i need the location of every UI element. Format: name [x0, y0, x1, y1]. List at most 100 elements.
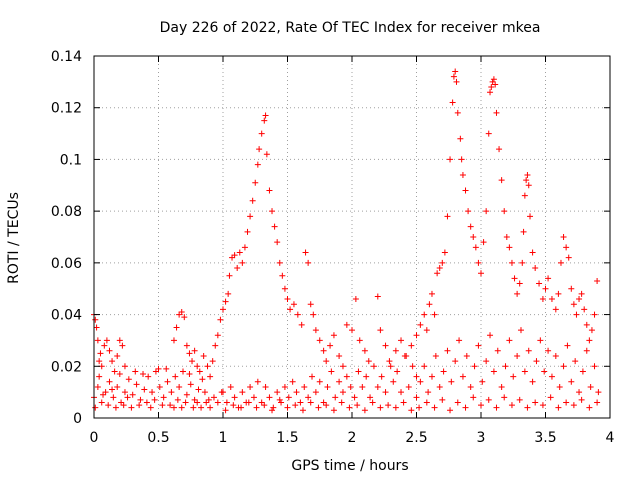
- data-point: [564, 342, 571, 349]
- data-point: [289, 378, 296, 385]
- x-axis-label: GPS time / hours: [291, 458, 408, 474]
- data-point: [431, 311, 438, 318]
- data-point: [588, 327, 595, 334]
- data-point: [542, 285, 549, 292]
- data-point: [276, 396, 283, 403]
- data-point: [587, 383, 594, 390]
- data-point: [581, 306, 588, 313]
- data-point: [191, 396, 198, 403]
- data-point: [143, 399, 150, 406]
- data-point: [572, 358, 579, 365]
- x-tick-label: 4: [606, 430, 615, 446]
- data-point: [234, 265, 241, 272]
- data-point: [548, 373, 555, 380]
- data-point: [521, 192, 528, 199]
- data-point: [447, 156, 454, 163]
- data-point: [210, 394, 217, 401]
- data-point: [426, 301, 433, 308]
- grid-lines: [94, 56, 610, 418]
- data-point: [467, 383, 474, 390]
- data-point: [405, 383, 412, 390]
- data-point: [475, 259, 482, 266]
- data-point: [576, 296, 583, 303]
- data-point: [568, 285, 575, 292]
- data-point: [444, 347, 451, 354]
- data-point: [109, 386, 116, 393]
- data-point: [511, 275, 518, 282]
- data-point: [408, 342, 415, 349]
- data-point: [315, 404, 322, 411]
- data-point: [305, 259, 312, 266]
- data-point: [203, 399, 210, 406]
- y-tick-label: 0.06: [51, 256, 82, 272]
- data-point: [392, 347, 399, 354]
- x-tick-label: 2: [348, 430, 357, 446]
- data-point: [309, 373, 316, 380]
- data-point: [462, 404, 469, 411]
- data-point: [194, 399, 201, 406]
- data-point: [498, 177, 505, 184]
- data-point: [281, 285, 288, 292]
- data-point: [548, 296, 555, 303]
- data-point: [276, 259, 283, 266]
- data-point: [453, 78, 460, 85]
- data-point: [454, 399, 461, 406]
- data-point: [467, 223, 474, 230]
- data-point: [170, 404, 177, 411]
- data-point: [493, 404, 500, 411]
- data-point: [241, 244, 248, 251]
- data-point: [220, 389, 226, 396]
- data-point: [227, 383, 234, 390]
- data-point: [293, 389, 300, 396]
- data-point: [439, 259, 446, 266]
- data-point: [270, 404, 277, 411]
- y-tick-label: 0.14: [51, 49, 82, 65]
- data-point: [578, 396, 585, 403]
- data-point: [423, 327, 430, 334]
- data-point: [458, 156, 465, 163]
- data-point: [119, 342, 126, 349]
- data-point: [479, 378, 486, 385]
- data-point: [336, 378, 343, 385]
- data-point: [408, 407, 415, 414]
- data-point: [305, 394, 312, 401]
- data-point: [432, 352, 439, 359]
- data-point: [508, 259, 515, 266]
- data-point: [450, 73, 457, 80]
- data-point: [214, 332, 221, 339]
- data-point: [164, 378, 171, 385]
- data-point: [261, 117, 268, 124]
- data-point: [155, 365, 162, 372]
- data-point: [271, 223, 278, 230]
- data-point: [493, 109, 500, 116]
- data-point: [96, 373, 103, 380]
- axis-ticks: 0 0.5 1 1.5 2 2.5 3 3.5 4 0 0.02 0.04 0.06 0.08 0.1 0.1…: [51, 49, 615, 446]
- data-point: [532, 265, 539, 272]
- data-point: [517, 327, 524, 334]
- data-point: [121, 363, 128, 370]
- data-point: [205, 396, 212, 403]
- data-point: [557, 259, 564, 266]
- data-point: [498, 383, 505, 390]
- data-point: [462, 187, 469, 194]
- data-point: [163, 365, 170, 372]
- data-point: [560, 363, 567, 370]
- data-point: [323, 402, 330, 409]
- data-point: [508, 402, 515, 409]
- data-point: [207, 373, 214, 380]
- data-point: [167, 402, 174, 409]
- data-point: [579, 368, 586, 375]
- data-point: [292, 402, 299, 409]
- data-point: [307, 399, 314, 406]
- data-point: [568, 378, 575, 385]
- data-point: [301, 383, 308, 390]
- data-point: [339, 363, 346, 370]
- data-point: [195, 386, 202, 393]
- data-point: [520, 228, 527, 235]
- data-point: [390, 378, 397, 385]
- x-tick-label: 3: [477, 430, 486, 446]
- data-point: [129, 391, 136, 398]
- data-point: [524, 404, 531, 411]
- data-point: [152, 368, 159, 375]
